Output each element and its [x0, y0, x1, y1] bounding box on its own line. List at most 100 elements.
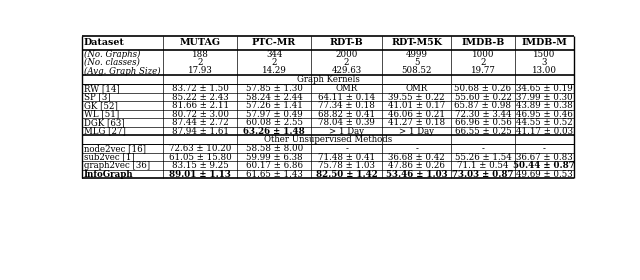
Text: 58.58 ± 8.00: 58.58 ± 8.00: [246, 144, 303, 153]
Text: 1000: 1000: [472, 50, 494, 59]
Text: RDT-B: RDT-B: [330, 38, 364, 47]
Text: Dataset: Dataset: [84, 38, 125, 47]
Text: 68.82 ± 0.41: 68.82 ± 0.41: [318, 109, 375, 118]
Text: SP [3]: SP [3]: [84, 93, 111, 102]
Text: 46.95 ± 0.46: 46.95 ± 0.46: [516, 109, 573, 118]
Text: 36.67 ± 0.83: 36.67 ± 0.83: [516, 153, 573, 162]
Text: 19.77: 19.77: [470, 66, 495, 75]
Text: InfoGraph: InfoGraph: [84, 170, 134, 179]
Text: 2: 2: [197, 58, 203, 67]
Text: 78.04 ± 0.39: 78.04 ± 0.39: [318, 118, 375, 127]
Text: > 1 Day: > 1 Day: [399, 127, 434, 136]
Text: 87.44 ± 2.72: 87.44 ± 2.72: [172, 118, 228, 127]
Text: 36.68 ± 0.42: 36.68 ± 0.42: [388, 153, 445, 162]
Text: > 1 Day: > 1 Day: [329, 127, 364, 136]
Text: 5: 5: [414, 58, 419, 67]
Text: 60.17 ± 6.86: 60.17 ± 6.86: [246, 161, 303, 170]
Text: PTC-MR: PTC-MR: [252, 38, 296, 47]
Text: sub2vec [1]: sub2vec [1]: [84, 153, 134, 162]
Text: 41.01 ± 0.17: 41.01 ± 0.17: [388, 101, 445, 110]
Text: 44.55 ± 0.52: 44.55 ± 0.52: [516, 118, 573, 127]
Text: GK [52]: GK [52]: [84, 101, 118, 110]
Text: 57.97 ± 0.49: 57.97 ± 0.49: [246, 109, 303, 118]
Text: 34.65 ± 0.19: 34.65 ± 0.19: [516, 84, 573, 93]
Text: 55.60 ± 0.22: 55.60 ± 0.22: [454, 93, 511, 102]
Text: 83.15 ± 9.25: 83.15 ± 9.25: [172, 161, 228, 170]
Text: 43.89 ± 0.38: 43.89 ± 0.38: [516, 101, 573, 110]
Text: 58.24 ± 2.44: 58.24 ± 2.44: [246, 93, 303, 102]
Text: MUTAG: MUTAG: [180, 38, 221, 47]
Text: 73.03 ± 0.87: 73.03 ± 0.87: [452, 170, 514, 179]
Text: MLG [27]: MLG [27]: [84, 127, 125, 136]
Text: Other Unsupervised Methods: Other Unsupervised Methods: [264, 135, 392, 144]
Text: 41.17 ± 0.03: 41.17 ± 0.03: [516, 127, 573, 136]
Text: (Avg. Graph Size): (Avg. Graph Size): [84, 66, 161, 76]
Text: 83.72 ± 1.50: 83.72 ± 1.50: [172, 84, 228, 93]
Text: 14.29: 14.29: [262, 66, 287, 75]
Text: 72.30 ± 3.44: 72.30 ± 3.44: [455, 109, 511, 118]
Text: RW [14]: RW [14]: [84, 84, 120, 93]
Text: IMDB-B: IMDB-B: [461, 38, 504, 47]
Text: 188: 188: [192, 50, 209, 59]
Text: 89.01 ± 1.13: 89.01 ± 1.13: [169, 170, 231, 179]
Text: 77.34 ± 0.18: 77.34 ± 0.18: [318, 101, 375, 110]
Text: 2: 2: [271, 58, 277, 67]
Text: DGK [63]: DGK [63]: [84, 118, 125, 127]
Text: 81.66 ± 2.11: 81.66 ± 2.11: [172, 101, 228, 110]
Text: 66.96 ± 0.56: 66.96 ± 0.56: [454, 118, 511, 127]
Text: 72.63 ± 10.20: 72.63 ± 10.20: [169, 144, 231, 153]
Text: -: -: [345, 144, 348, 153]
Text: 65.87 ± 0.98: 65.87 ± 0.98: [454, 101, 511, 110]
Text: OMR: OMR: [335, 84, 358, 93]
Text: 47.86 ± 0.26: 47.86 ± 0.26: [388, 161, 445, 170]
Text: 2000: 2000: [335, 50, 358, 59]
Text: 53.46 ± 1.03: 53.46 ± 1.03: [386, 170, 447, 179]
Text: 50.44 ± 0.87: 50.44 ± 0.87: [513, 161, 575, 170]
Text: 55.26 ± 1.54: 55.26 ± 1.54: [454, 153, 511, 162]
Text: 41.27 ± 0.18: 41.27 ± 0.18: [388, 118, 445, 127]
Text: 85.22 ± 2.43: 85.22 ± 2.43: [172, 93, 228, 102]
Text: 4999: 4999: [406, 50, 428, 59]
Text: 80.72 ± 3.00: 80.72 ± 3.00: [172, 109, 228, 118]
Text: 59.99 ± 6.38: 59.99 ± 6.38: [246, 153, 303, 162]
Text: 63.26 ± 1.48: 63.26 ± 1.48: [243, 127, 305, 136]
Text: 429.63: 429.63: [332, 66, 362, 75]
Text: 46.06 ± 0.21: 46.06 ± 0.21: [388, 109, 445, 118]
Text: WL [51]: WL [51]: [84, 109, 119, 118]
Text: 37.99 ± 0.30: 37.99 ± 0.30: [516, 93, 573, 102]
Text: 2: 2: [344, 58, 349, 67]
Text: 82.50 ± 1.42: 82.50 ± 1.42: [316, 170, 378, 179]
Text: 508.52: 508.52: [401, 66, 432, 75]
Text: 39.55 ± 0.22: 39.55 ± 0.22: [388, 93, 445, 102]
Text: 2: 2: [480, 58, 486, 67]
Text: 75.78 ± 1.03: 75.78 ± 1.03: [318, 161, 375, 170]
Text: node2vec [16]: node2vec [16]: [84, 144, 146, 153]
Text: Graph Kernels: Graph Kernels: [296, 75, 360, 84]
Text: 61.65 ± 1.43: 61.65 ± 1.43: [246, 170, 303, 179]
Text: IMDB-M: IMDB-M: [522, 38, 567, 47]
Text: 344: 344: [266, 50, 282, 59]
Text: -: -: [415, 144, 418, 153]
Text: 71.48 ± 0.41: 71.48 ± 0.41: [318, 153, 375, 162]
Text: (No. classes): (No. classes): [84, 58, 140, 67]
Text: 57.85 ± 1.30: 57.85 ± 1.30: [246, 84, 303, 93]
Text: 64.11 ± 0.14: 64.11 ± 0.14: [318, 93, 375, 102]
Text: -: -: [481, 144, 484, 153]
Text: 66.55 ± 0.25: 66.55 ± 0.25: [454, 127, 511, 136]
Text: 87.94 ± 1.61: 87.94 ± 1.61: [172, 127, 228, 136]
Text: 50.68 ± 0.26: 50.68 ± 0.26: [454, 84, 511, 93]
Text: 49.69 ± 0.53: 49.69 ± 0.53: [516, 170, 573, 179]
Text: 13.00: 13.00: [532, 66, 557, 75]
Text: 3: 3: [541, 58, 547, 67]
Text: RDT-M5K: RDT-M5K: [391, 38, 442, 47]
Text: 17.93: 17.93: [188, 66, 212, 75]
Text: graph2vec [36]: graph2vec [36]: [84, 161, 150, 170]
Text: OMR: OMR: [406, 84, 428, 93]
Text: 60.08 ± 2.55: 60.08 ± 2.55: [246, 118, 303, 127]
Text: (No. Graphs): (No. Graphs): [84, 50, 140, 59]
Text: 57.26 ± 1.41: 57.26 ± 1.41: [246, 101, 303, 110]
Text: 61.05 ± 15.80: 61.05 ± 15.80: [169, 153, 232, 162]
Text: 1500: 1500: [533, 50, 556, 59]
Text: -: -: [543, 144, 546, 153]
Text: 71.1 ± 0.54: 71.1 ± 0.54: [457, 161, 509, 170]
